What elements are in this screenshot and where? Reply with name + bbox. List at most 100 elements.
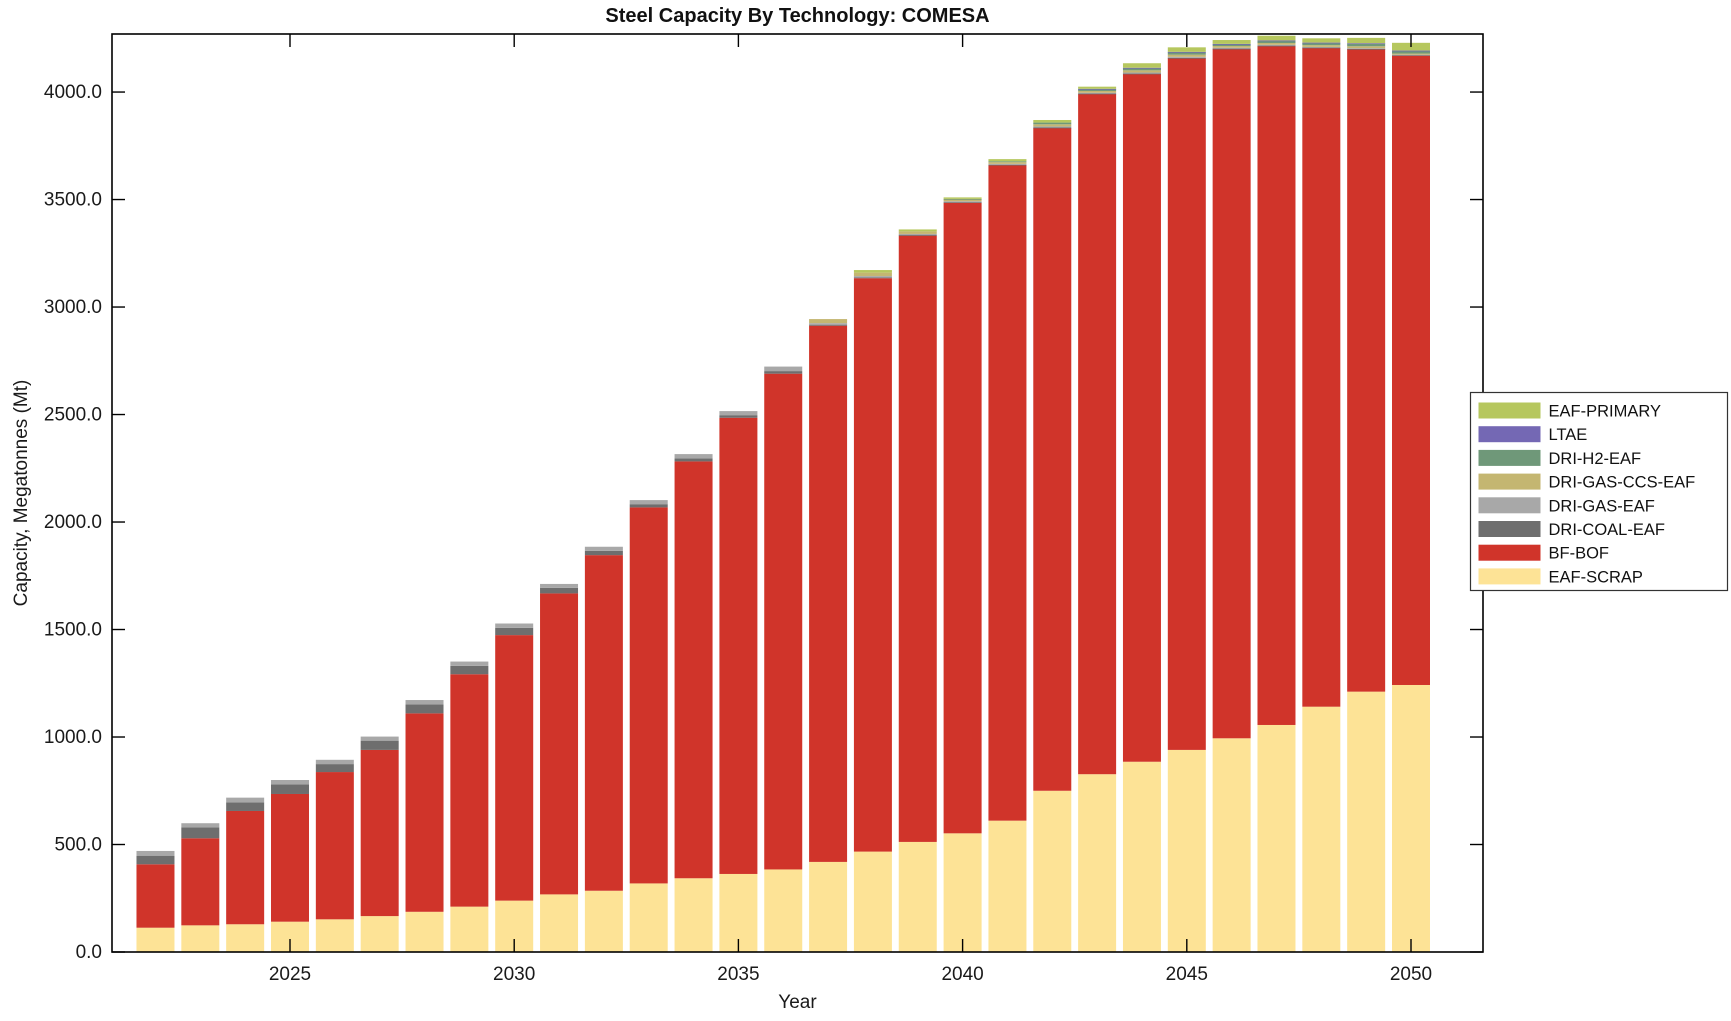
bar-2043-ltae (1078, 88, 1117, 90)
bar-2041-bf-bof (988, 165, 1027, 821)
bar-2041-dri-coal-eaf (988, 164, 1027, 166)
bar-2022-dri-gas-eaf (136, 850, 175, 856)
bar-2042-eaf-primary (1033, 119, 1072, 123)
bar-2042-dri-coal-eaf (1033, 127, 1072, 129)
bar-2044-dri-gas-ccs-eaf (1122, 70, 1161, 73)
bar-2050-bf-bof (1392, 55, 1430, 685)
bar-2025-dri-gas-eaf (271, 780, 309, 785)
bar-2046-dri-h2-eaf (1212, 44, 1251, 47)
bar-2034-dri-gas-eaf (674, 454, 713, 459)
bar-2033-dri-coal-eaf (629, 504, 668, 508)
bar-2042-bf-bof (1033, 127, 1072, 791)
bar-2050-dri-gas-eaf (1392, 54, 1430, 56)
legend-label-dri-gas-ccs-eaf: DRI-GAS-CCS-EAF (1549, 474, 1696, 492)
bar-2042-dri-gas-ccs-eaf (1033, 124, 1072, 127)
bar-2044-dri-coal-eaf (1122, 73, 1161, 75)
bar-2041-dri-gas-eaf (988, 163, 1027, 165)
bar-2038-bf-bof (853, 278, 892, 852)
x-axis-label: Year (778, 992, 817, 1013)
bar-2028-bf-bof (405, 713, 444, 912)
bar-2025-dri-coal-eaf (271, 784, 309, 794)
bar-2034-eaf-scrap (674, 878, 713, 952)
bar-2027-bf-bof (360, 749, 399, 917)
bar-2049-eaf-primary (1347, 37, 1386, 44)
bar-2023-dri-gas-eaf (181, 823, 220, 828)
bar-2043-dri-gas-eaf (1078, 92, 1117, 94)
bar-2025-bf-bof (271, 793, 309, 922)
bar-2048-eaf-scrap (1302, 706, 1341, 952)
bar-2049-eaf-scrap (1347, 691, 1386, 952)
bar-2029-dri-coal-eaf (450, 665, 489, 675)
bar-2037-bf-bof (809, 325, 848, 862)
bar-2047-eaf-scrap (1257, 724, 1296, 952)
bar-2035-eaf-scrap (719, 873, 758, 952)
x-tick-label: 2040 (941, 964, 983, 985)
bar-2040-bf-bof (943, 202, 982, 834)
legend-swatch-dri-gas-ccs-eaf (1478, 473, 1541, 490)
bar-2037-dri-gas-eaf (809, 323, 848, 325)
bar-2036-eaf-scrap (764, 869, 803, 952)
bar-2042-dri-gas-eaf (1033, 126, 1072, 128)
bar-2041-dri-gas-ccs-eaf (988, 162, 1027, 164)
bar-2043-dri-coal-eaf (1078, 93, 1117, 95)
bar-2037-eaf-scrap (809, 861, 848, 952)
legend-swatch-dri-gas-eaf (1478, 497, 1541, 514)
bar-2030-dri-gas-eaf (495, 623, 534, 628)
y-tick-label: 0.0 (76, 942, 102, 963)
x-tick-label: 2045 (1166, 964, 1208, 985)
bar-2045-eaf-primary (1167, 47, 1206, 52)
bar-2045-ltae (1167, 51, 1206, 53)
bar-2045-bf-bof (1167, 58, 1206, 750)
bar-2032-dri-gas-eaf (584, 546, 623, 551)
bar-2034-dri-coal-eaf (674, 458, 713, 462)
bar-2048-dri-gas-eaf (1302, 46, 1341, 48)
bar-2034-bf-bof (674, 461, 713, 879)
legend-label-dri-coal-eaf: DRI-COAL-EAF (1549, 521, 1665, 539)
bar-2045-dri-gas-ccs-eaf (1167, 54, 1206, 57)
bar-2022-dri-coal-eaf (136, 855, 175, 865)
y-tick-label: 500.0 (54, 835, 102, 856)
bar-2023-eaf-scrap (181, 925, 220, 952)
legend-swatch-dri-coal-eaf (1478, 521, 1541, 537)
bar-2050-eaf-scrap (1392, 684, 1430, 952)
bar-2038-eaf-primary (853, 270, 892, 273)
x-tick-label: 2030 (493, 964, 535, 985)
bar-2048-bf-bof (1302, 47, 1341, 707)
bar-2029-eaf-scrap (450, 906, 489, 952)
bar-2044-dri-h2-eaf (1122, 68, 1161, 71)
bar-2031-dri-gas-eaf (540, 583, 579, 588)
bar-2050-dri-h2-eaf (1392, 50, 1430, 54)
bar-2040-eaf-scrap (943, 833, 982, 952)
bar-2044-ltae (1122, 67, 1161, 69)
bar-2024-bf-bof (226, 810, 265, 925)
bar-2049-dri-gas-ccs-eaf (1347, 46, 1386, 49)
bar-2039-bf-bof (898, 235, 937, 842)
bar-2022-eaf-scrap (136, 927, 175, 952)
bar-2048-dri-gas-ccs-eaf (1302, 45, 1341, 47)
bar-2041-eaf-scrap (988, 820, 1027, 952)
bar-2036-dri-gas-eaf (764, 366, 803, 372)
legend-label-ltae: LTAE (1549, 426, 1588, 444)
bar-2039-dri-coal-eaf (898, 235, 937, 236)
bar-2040-dri-coal-eaf (943, 202, 982, 203)
bar-2044-dri-gas-eaf (1122, 72, 1161, 74)
y-tick-label: 1500.0 (44, 620, 102, 641)
bar-2027-eaf-scrap (360, 916, 399, 952)
bar-2042-eaf-scrap (1033, 790, 1072, 952)
legend-swatch-bf-bof (1478, 544, 1541, 561)
bar-2036-dri-coal-eaf (764, 371, 803, 374)
y-tick-label: 4000.0 (44, 82, 102, 103)
bar-2028-eaf-scrap (405, 911, 444, 952)
bar-2040-dri-gas-ccs-eaf (943, 199, 982, 202)
bar-2027-dri-coal-eaf (360, 740, 399, 750)
bar-2035-bf-bof (719, 417, 758, 874)
bar-2046-dri-coal-eaf (1212, 48, 1251, 50)
bar-2047-bf-bof (1257, 45, 1296, 725)
bar-2045-eaf-scrap (1167, 749, 1206, 952)
y-tick-label: 2500.0 (44, 405, 102, 426)
y-tick-label: 3500.0 (44, 190, 102, 211)
bar-2033-bf-bof (629, 507, 668, 884)
bar-2049-dri-h2-eaf (1347, 43, 1386, 47)
